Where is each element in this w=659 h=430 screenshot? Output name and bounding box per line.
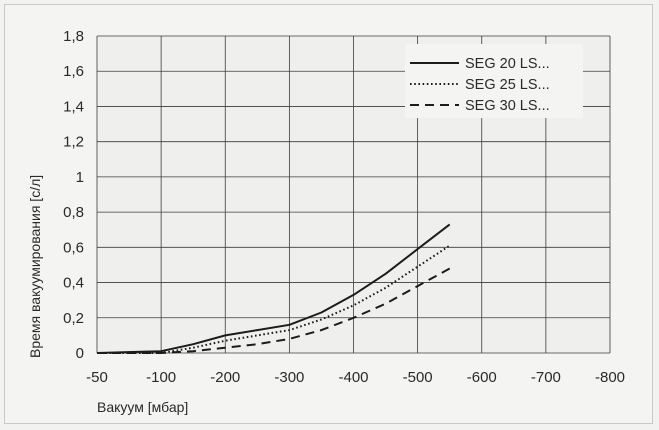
series-line <box>96 223 451 354</box>
series-line <box>97 267 451 354</box>
y-tick-label: 1 <box>76 169 84 186</box>
x-tick-label: -500 <box>403 369 433 386</box>
x-tick-labels: -50 -100 -200 -300 -400 -500 -600 -700 -800 <box>86 369 625 386</box>
x-tick-label: -300 <box>274 369 304 386</box>
y-tick-label: 1,6 <box>63 63 84 80</box>
legend-label: SEG 25 LS... <box>465 77 550 93</box>
y-tick-label: 0,2 <box>63 310 84 327</box>
x-tick-label: -50 <box>86 369 108 386</box>
series-lines <box>96 223 451 354</box>
y-tick-label: 0,6 <box>63 239 84 256</box>
x-tick-label: -700 <box>531 369 561 386</box>
x-tick-label: -100 <box>146 369 176 386</box>
y-tick-labels: 0 0,2 0,4 0,6 0,8 1 1,2 1,4 1,6 1,8 <box>63 28 84 362</box>
x-tick-label: -400 <box>338 369 368 386</box>
x-tick-label: -600 <box>467 369 497 386</box>
x-axis-label: Вакуум [мбар] <box>97 399 188 415</box>
y-tick-label: 0,8 <box>63 204 84 221</box>
legend-box <box>405 44 583 118</box>
y-axis-label: Время вакуумирования [с/л] <box>27 175 43 358</box>
legend: SEG 20 LS... SEG 25 LS... SEG 30 LS... <box>405 44 583 118</box>
y-tick-label: 1,2 <box>63 134 84 151</box>
y-tick-label: 0,4 <box>63 275 84 292</box>
y-tick-label: 0 <box>76 345 84 362</box>
x-tick-label: -800 <box>595 369 625 386</box>
y-tick-label: 1,8 <box>63 28 84 45</box>
series-line <box>97 244 451 354</box>
y-tick-label: 1,4 <box>63 98 84 115</box>
x-tick-label: -200 <box>210 369 240 386</box>
legend-label: SEG 20 LS... <box>465 56 550 72</box>
legend-label: SEG 30 LS... <box>465 98 550 114</box>
